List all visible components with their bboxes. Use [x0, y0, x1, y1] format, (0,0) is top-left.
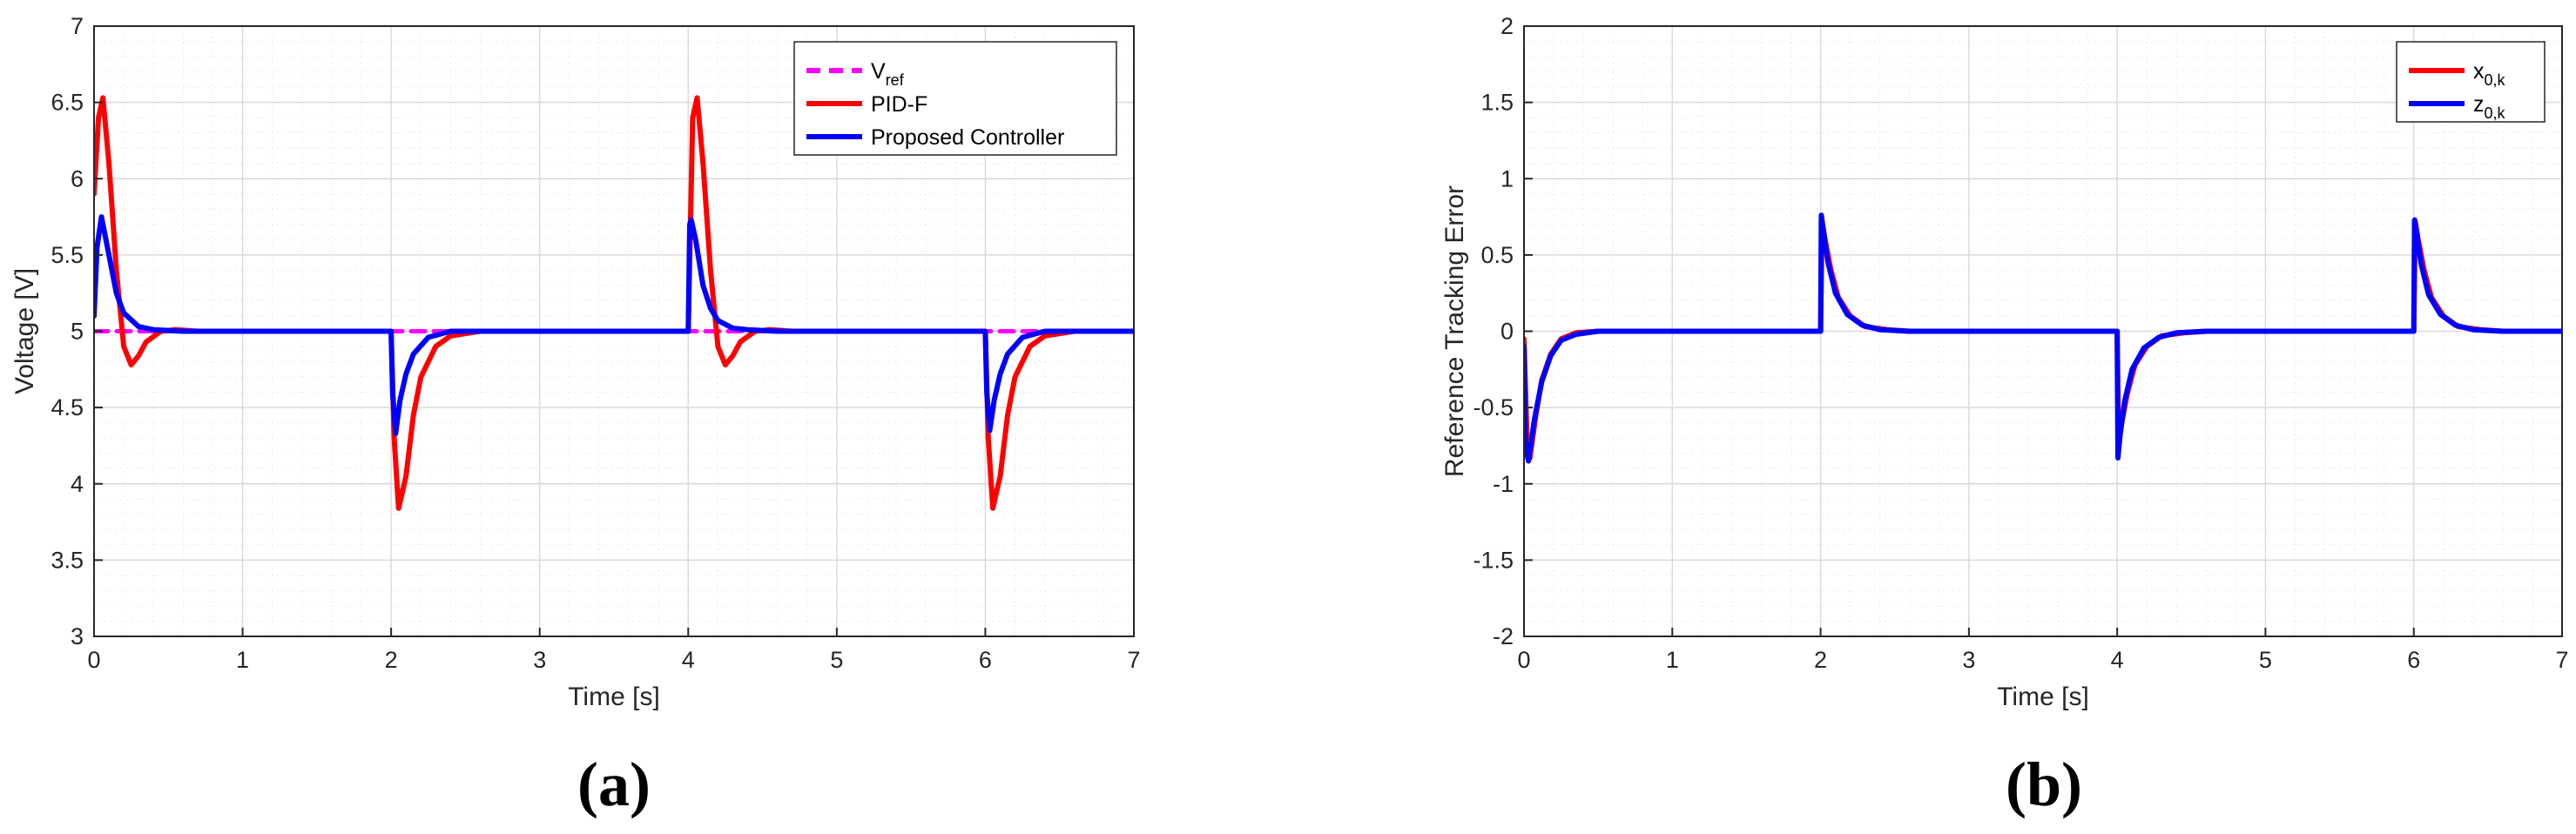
- panel-label: (b): [2006, 750, 2082, 819]
- tick-labels: 0 1 2 3 4 5 6 7 -2 -1.5 -1 -0.5 0 0.5 1 1.5 2: [1473, 13, 2568, 673]
- x-tick-label: 6: [979, 647, 992, 673]
- legend-box: [2396, 41, 2546, 123]
- x-axis-label: Time [s]: [1997, 683, 2089, 711]
- y-tick-label: 0.5: [1480, 242, 1514, 268]
- x-tick-label: 5: [2259, 647, 2272, 673]
- chart-a: 0 1 2 3 4 5 6 7 3 3.5 4 4.5 5 5.5 6 6.5 7 Time [s] Voltage…: [10, 13, 1141, 819]
- legend-entry: PID-F: [871, 92, 927, 117]
- y-tick-label: 3: [71, 623, 84, 649]
- x-tick-label: 3: [533, 647, 546, 673]
- legend: Vref PID-F Proposed Controller: [793, 41, 1117, 156]
- chart-b: 0 1 2 3 4 5 6 7 -2 -1.5 -1 -0.5 0 0.5 1 1.5 2 Time [s] Ref…: [1440, 13, 2569, 819]
- x-tick-label: 0: [1517, 647, 1530, 673]
- legend-entry: x0,k: [2473, 59, 2506, 89]
- series-group: [1524, 212, 2562, 464]
- panel-label: (a): [577, 750, 651, 819]
- y-tick-label: 5: [71, 319, 84, 345]
- series-group: [94, 95, 1134, 511]
- y-tick-label: 4.5: [51, 394, 84, 420]
- x-axis-label: Time [s]: [568, 683, 660, 711]
- y-tick-label: -2: [1493, 623, 1514, 649]
- y-tick-label: -1.5: [1473, 547, 1514, 573]
- y-tick-label: 4: [71, 471, 84, 497]
- x-tick-label: 1: [236, 647, 249, 673]
- y-axis-label: Reference Tracking Error: [1440, 185, 1469, 477]
- x-tick-label: 5: [830, 647, 843, 673]
- y-tick-label: 6.5: [51, 90, 84, 116]
- legend-entry: z0,k: [2473, 92, 2506, 122]
- x-tick-label: 4: [682, 647, 695, 673]
- minor-grid: [94, 26, 1134, 636]
- x-tick-label: 0: [87, 647, 100, 673]
- legend: x0,kz0,k: [2396, 41, 2546, 123]
- y-tick-label: 3.5: [51, 547, 84, 573]
- x-tick-label: 3: [1962, 647, 1975, 673]
- y-axis-label: Voltage [V]: [10, 268, 39, 394]
- x-tick-label: 7: [1127, 647, 1140, 673]
- series-line-proposed-controller: [94, 214, 1134, 436]
- x-tick-label: 1: [1666, 647, 1679, 673]
- x-tick-label: 7: [2555, 647, 2568, 673]
- legend-entry: Vref: [871, 59, 905, 89]
- x-tick-label: 4: [2111, 647, 2124, 673]
- y-tick-label: 1: [1500, 165, 1514, 192]
- y-tick-label: 7: [71, 13, 84, 39]
- y-tick-label: 0: [1500, 319, 1514, 345]
- x-tick-label: 2: [1814, 647, 1827, 673]
- minor-grid: [1524, 26, 2562, 636]
- x-tick-label: 6: [2407, 647, 2420, 673]
- y-tick-label: 5.5: [51, 242, 84, 268]
- series-line-z-0-k: [1524, 212, 2562, 464]
- legend-entry: Proposed Controller: [871, 125, 1064, 150]
- y-tick-label: 1.5: [1480, 90, 1514, 116]
- tick-labels: 0 1 2 3 4 5 6 7 3 3.5 4 4.5 5 5.5 6 6.5 7: [51, 13, 1140, 673]
- y-tick-label: -1: [1493, 471, 1514, 497]
- y-tick-label: 6: [71, 165, 84, 192]
- y-tick-label: 2: [1500, 13, 1514, 39]
- x-tick-label: 2: [385, 647, 398, 673]
- y-tick-label: -0.5: [1473, 394, 1514, 420]
